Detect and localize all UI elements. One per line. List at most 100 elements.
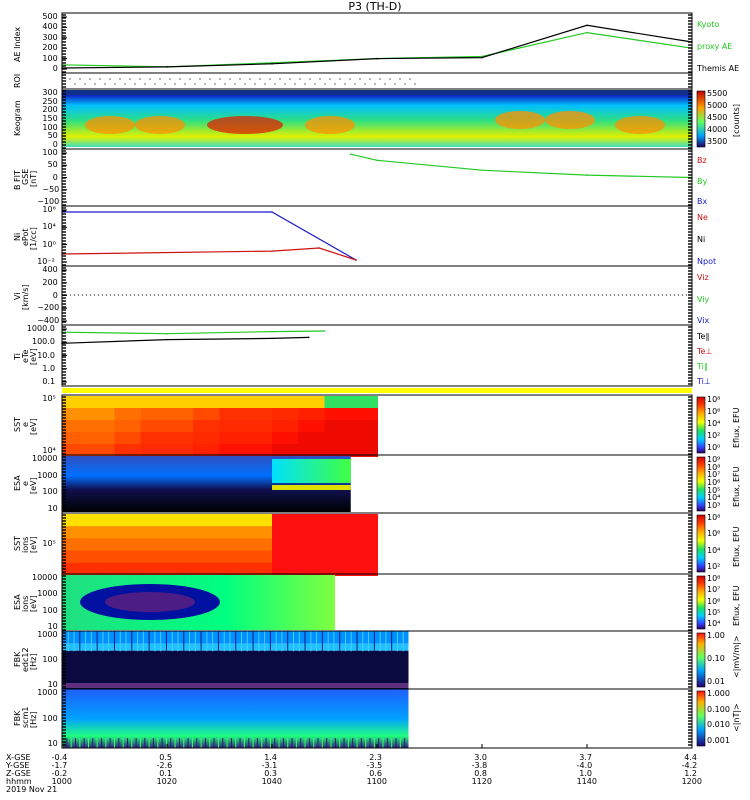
- series-point: [481, 56, 483, 59]
- sst-i-cell: [324, 562, 352, 576]
- roi-dot: [234, 83, 236, 85]
- fbk-e-bottom: [62, 683, 409, 688]
- fbk-b-stripe: [248, 738, 250, 748]
- fbk-b-stripe: [326, 738, 328, 748]
- fbk-e-stripe: [298, 631, 300, 652]
- sst-e-cell: [245, 408, 273, 421]
- series-point: [586, 31, 588, 34]
- y-tick-ni: 10⁰: [42, 239, 56, 249]
- legend-ti: Ti∥: [697, 362, 708, 371]
- roi-dot: [239, 78, 241, 80]
- fbk-b-stripe: [282, 738, 284, 748]
- series-by: [350, 153, 693, 179]
- legend-bfit: Bz: [697, 156, 707, 165]
- fbk-b-stripe: [204, 738, 206, 748]
- footer-value: 1120: [471, 777, 492, 786]
- cbar-tick-sst_i: 10⁴: [707, 545, 721, 555]
- roi-dot: [384, 83, 386, 85]
- fbk-e-stripe: [137, 631, 139, 652]
- series-kyotoproxyae: [61, 31, 693, 68]
- sst-e-cell: [193, 396, 221, 409]
- roi-dot: [124, 83, 126, 85]
- y-tick-esa_e: 100: [42, 487, 58, 497]
- axis-label-ae: AE Index: [13, 27, 22, 63]
- fbk-e-stripe: [304, 631, 306, 652]
- sst-e-cell: [62, 408, 90, 421]
- fbk-b-stripe: [126, 738, 128, 748]
- fbk-b-stripe: [265, 738, 267, 748]
- roi-dot: [144, 83, 146, 85]
- y-tick-ae: 300: [42, 32, 58, 42]
- y-tick-ni: 10⁶: [42, 205, 56, 214]
- y-tick-keogram: 250: [42, 96, 58, 106]
- keogram-blob: [135, 116, 185, 134]
- sst-e-cell: [140, 408, 168, 421]
- sst-i-cell: [245, 562, 273, 576]
- fbk-b-stripe: [131, 738, 133, 748]
- fbk-e-stripe: [241, 631, 243, 652]
- sst-i-cell: [350, 538, 378, 552]
- roi-dot: [159, 78, 161, 80]
- panel-frame: [61, 265, 693, 326]
- sst-e-cell: [324, 432, 352, 445]
- fbk-b-stripe: [170, 738, 172, 748]
- roi-dot: [274, 83, 276, 85]
- fbk-b-stripe: [274, 738, 276, 748]
- series-te: [61, 336, 309, 344]
- roi-dot: [349, 78, 351, 80]
- fbk-b-stripe: [174, 738, 176, 748]
- sst-e-cell: [62, 444, 90, 457]
- fbk-e-stripe: [287, 631, 289, 652]
- series-point: [307, 336, 310, 339]
- y-tick-ni: 10⁻²: [37, 257, 55, 266]
- roi-dot: [69, 78, 71, 80]
- y-tick-sst_i: 10⁵: [42, 538, 56, 548]
- sst-e-cell: [350, 396, 378, 409]
- footer-value: -2.6: [156, 761, 173, 770]
- colorbar-fbk_e: [696, 632, 706, 688]
- sst-e-cell: [114, 408, 142, 421]
- footer-value: -3.1: [261, 761, 278, 770]
- sst-e-cell: [272, 444, 300, 457]
- fbk-b-stripe: [334, 738, 336, 748]
- sst-i-cell: [350, 550, 378, 564]
- axis-label-sst_e: [eV]: [29, 417, 38, 435]
- sst-e-cell: [219, 432, 247, 445]
- fbk-b-stripe: [373, 738, 375, 748]
- fbk-e-stripe: [362, 631, 364, 652]
- series-point: [271, 63, 273, 65]
- footer-value: 1.0: [579, 769, 592, 778]
- colorbar-esa_e: [696, 456, 706, 512]
- fbk-b-stripe: [70, 738, 72, 748]
- series-point: [271, 330, 273, 333]
- y-tick-ti: 100.0: [32, 337, 55, 347]
- fbk-e-stripe: [269, 631, 271, 652]
- y-tick-fbk_e: 1000: [37, 630, 58, 639]
- sst-i-cell: [114, 514, 142, 528]
- roi-dot: [169, 78, 171, 80]
- fbk-e-stripe: [67, 631, 69, 652]
- series-themisae: [61, 24, 693, 69]
- roi-dot: [184, 83, 186, 85]
- sst-i-cell: [167, 526, 195, 540]
- fbk-e-stripe: [90, 631, 92, 652]
- cbar-label-fbk_e: <|mV/m|>: [732, 635, 741, 679]
- y-tick-sst_e: 10⁵: [42, 394, 56, 403]
- sst-e-cell: [114, 396, 142, 409]
- fbk-e-stripe: [385, 631, 387, 652]
- axis-label-sst_i: [eV]: [29, 536, 38, 554]
- series-point: [318, 247, 321, 249]
- legend-ti: Ti⊥: [697, 377, 711, 386]
- series-point: [355, 259, 357, 261]
- cbar-label-sst_e: Eflux, EFU: [732, 407, 741, 449]
- sst-i-cell: [219, 514, 247, 528]
- sst-e-cell: [350, 444, 378, 457]
- fbk-b-stripe: [66, 738, 68, 748]
- panel-frame: [61, 324, 693, 387]
- sst-i-cell: [350, 562, 378, 576]
- roi-dot: [414, 83, 416, 85]
- axis-label-fbk_e: [Hz]: [29, 653, 38, 670]
- fbk-b-stripe: [157, 738, 159, 748]
- fbk-b-stripe: [256, 738, 258, 748]
- sst-e-cell: [140, 432, 168, 445]
